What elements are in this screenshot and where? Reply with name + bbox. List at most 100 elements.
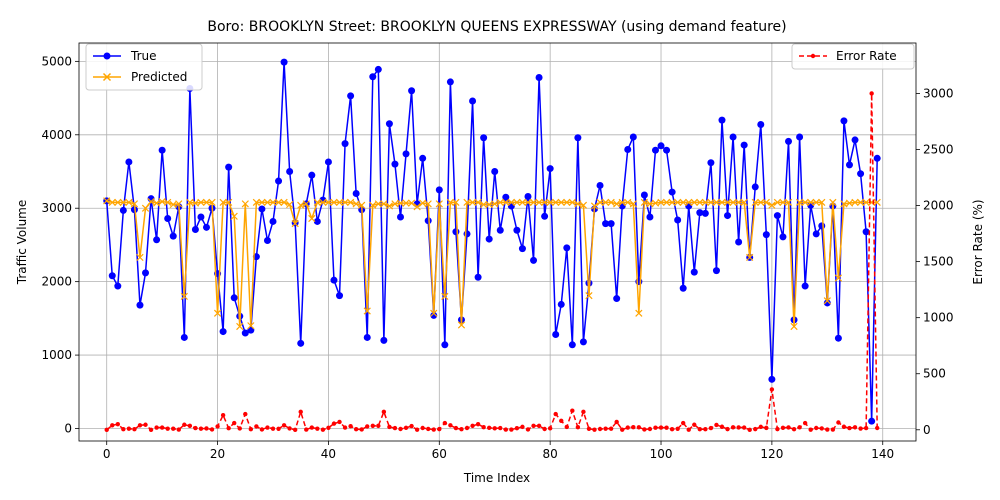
data-point: [624, 145, 632, 153]
data-point: [480, 134, 488, 142]
data-point: [768, 201, 776, 209]
data-point: [624, 198, 632, 206]
data-point: [856, 198, 865, 206]
data-point: [535, 74, 543, 82]
data-point: [330, 276, 338, 284]
data-point: [869, 91, 874, 96]
data-point: [219, 328, 227, 336]
data-point: [674, 216, 682, 224]
data-point: [191, 226, 199, 234]
data-point: [380, 336, 388, 344]
data-point: [315, 426, 320, 431]
data-point: [298, 409, 303, 415]
series-predicted: [103, 197, 881, 331]
data-point: [309, 425, 315, 430]
data-point: [125, 198, 133, 206]
data-point: [435, 186, 443, 194]
x-tick-label: 20: [210, 447, 225, 461]
x-tick-label: 80: [543, 447, 558, 461]
data-point: [657, 142, 665, 150]
data-point: [280, 198, 288, 206]
data-point: [724, 212, 732, 220]
data-point: [193, 425, 198, 431]
legend-true-marker: [103, 52, 111, 60]
data-point: [779, 198, 787, 206]
data-point: [330, 198, 338, 206]
data-point: [857, 170, 865, 178]
data-point: [225, 163, 233, 171]
data-point: [258, 198, 266, 206]
data-point: [431, 427, 436, 432]
data-point: [825, 427, 830, 432]
data-point: [719, 424, 725, 429]
data-point: [132, 427, 137, 432]
data-point: [374, 65, 382, 73]
data-point: [402, 199, 410, 207]
data-point: [182, 422, 187, 427]
data-point: [747, 427, 752, 432]
data-point: [381, 409, 387, 415]
data-point: [164, 215, 172, 223]
x-tick-label: 140: [871, 447, 894, 461]
data-point: [164, 198, 172, 206]
data-point: [773, 198, 782, 206]
data-point: [874, 425, 880, 431]
data-point: [485, 235, 493, 243]
data-point: [834, 334, 842, 342]
data-point: [297, 339, 305, 347]
data-point: [241, 329, 249, 337]
data-point: [758, 424, 763, 430]
data-point: [663, 146, 671, 154]
data-point: [308, 171, 316, 179]
data-point: [474, 273, 482, 281]
data-point: [552, 198, 560, 206]
data-point: [524, 192, 532, 200]
data-point: [797, 425, 802, 430]
data-point: [520, 424, 525, 430]
data-point: [579, 338, 587, 346]
data-point: [818, 198, 826, 206]
legend-error-label: Error Rate: [836, 49, 897, 63]
data-point: [741, 425, 747, 430]
data-point: [297, 201, 305, 209]
data-point: [335, 198, 344, 206]
series-line-predicted: [106, 200, 878, 328]
data-point: [358, 201, 366, 209]
data-point: [735, 238, 743, 246]
data-point: [276, 426, 281, 431]
data-point: [802, 420, 808, 426]
data-point: [424, 217, 432, 225]
data-point: [601, 198, 610, 206]
data-point: [380, 200, 388, 208]
data-point: [585, 291, 593, 300]
data-point: [337, 419, 342, 425]
data-point: [313, 198, 321, 206]
data-point: [546, 198, 554, 206]
data-point: [785, 137, 793, 145]
data-point: [613, 295, 621, 303]
data-point: [280, 58, 288, 66]
data-point: [491, 200, 499, 208]
data-point: [559, 418, 564, 424]
data-point: [346, 198, 355, 206]
data-point: [463, 230, 471, 238]
data-point: [791, 427, 797, 432]
data-point: [631, 425, 636, 430]
y-right-tick-label: 1500: [923, 255, 954, 269]
data-point: [263, 198, 272, 206]
data-point: [768, 375, 776, 383]
data-point: [287, 426, 292, 431]
data-point: [136, 301, 144, 309]
data-point: [629, 200, 637, 208]
data-point: [387, 424, 392, 430]
data-point: [613, 200, 621, 208]
data-point: [718, 198, 726, 206]
data-point: [819, 426, 824, 431]
y-right-tick-label: 0: [923, 423, 931, 437]
data-point: [581, 409, 586, 415]
data-point: [385, 202, 394, 210]
data-point: [236, 322, 244, 331]
data-point: [808, 427, 813, 432]
data-point: [736, 425, 741, 430]
data-point: [746, 253, 754, 262]
